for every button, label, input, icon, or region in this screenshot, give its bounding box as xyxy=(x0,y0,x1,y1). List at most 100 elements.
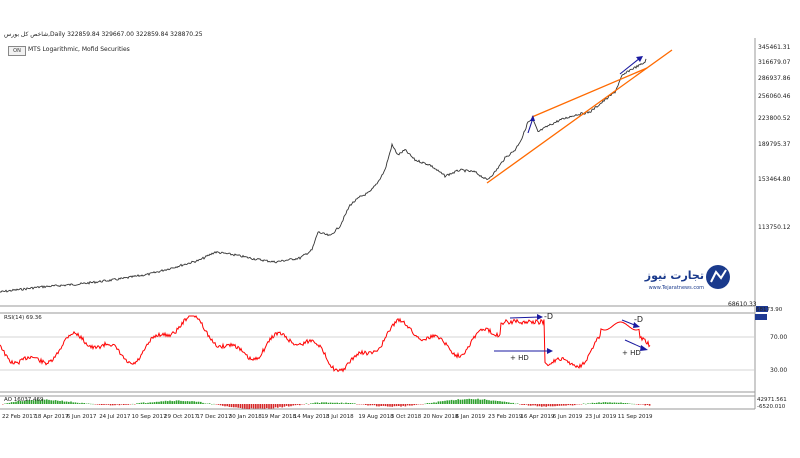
ao-bar xyxy=(283,404,286,407)
ao-bar xyxy=(512,402,514,404)
ao-bar xyxy=(365,404,367,405)
ao-bar xyxy=(404,404,407,407)
ao-bar xyxy=(624,403,627,404)
price-tick-label: 68173.90 xyxy=(756,307,783,313)
ao-label: AO 16037.469 xyxy=(4,397,44,403)
ao-bar xyxy=(433,402,435,404)
ao-bar xyxy=(28,400,30,404)
ao-bar xyxy=(160,401,162,404)
ao-bar xyxy=(593,403,596,404)
ao-tick-top: 42971.561 xyxy=(757,397,787,403)
ao-bar xyxy=(156,401,158,404)
x-axis-label: 18 Apr 2017 xyxy=(34,414,69,420)
indicator-toggle-button[interactable]: ON xyxy=(8,46,26,56)
ao-bar xyxy=(613,402,616,404)
logo-title: تجارت نیوز xyxy=(644,269,704,282)
ao-bar xyxy=(354,403,356,404)
ao-bar xyxy=(316,402,319,404)
ao-bar xyxy=(24,400,26,404)
price-tick-label: 345461.31 xyxy=(758,44,791,51)
ao-bar xyxy=(486,399,488,404)
ao-bar xyxy=(76,402,79,404)
x-axis-label: 16 Apr 2019 xyxy=(520,414,555,420)
upper-trendline[interactable] xyxy=(531,67,648,118)
x-axis-label: 6 Jun 2019 xyxy=(553,414,583,420)
rsi-label: RSI(14) 69.36 xyxy=(4,315,42,321)
ao-bar xyxy=(288,404,290,407)
ao-bar xyxy=(461,399,464,404)
ao-bar xyxy=(32,400,35,404)
ao-bar xyxy=(323,402,325,404)
ao-bar xyxy=(380,404,382,406)
price-tick-label: 286937.86 xyxy=(758,75,791,82)
ao-bar xyxy=(448,400,451,404)
ao-bar xyxy=(83,403,85,404)
ao-bar xyxy=(547,404,550,407)
ao-tick-bottom: -6520.010 xyxy=(757,404,786,410)
ao-bar xyxy=(402,404,404,406)
ao-bar xyxy=(367,404,369,406)
ao-bar xyxy=(41,399,44,404)
x-axis-label: 11 Sep 2019 xyxy=(618,414,653,420)
ao-bar xyxy=(112,404,114,406)
ao-bar xyxy=(475,399,477,404)
ao-bar xyxy=(362,404,365,405)
lower-trendline[interactable] xyxy=(486,49,673,184)
ao-bar xyxy=(310,403,312,404)
ao-bar xyxy=(376,404,378,407)
ao-bar xyxy=(499,401,501,404)
ao-bar xyxy=(200,401,202,404)
ao-bar xyxy=(191,401,193,404)
ao-bar xyxy=(373,404,376,406)
ao-bar xyxy=(294,404,297,406)
ao-bar xyxy=(285,404,288,406)
ao-bar xyxy=(17,400,19,404)
ao-bar xyxy=(239,404,242,408)
x-axis-label: 6 Jan 2019 xyxy=(456,414,486,420)
x-axis-label: 19 Mar 2018 xyxy=(261,414,296,420)
ao-bar xyxy=(153,402,156,404)
ao-bar xyxy=(321,402,323,404)
ao-bar xyxy=(378,404,380,407)
price-tick-label: 68610.33 xyxy=(728,301,757,308)
ao-bar xyxy=(259,404,261,409)
ao-bar xyxy=(186,401,189,404)
ao-histogram xyxy=(2,398,651,410)
ao-bar xyxy=(477,398,479,404)
ao-bar xyxy=(195,401,198,404)
ao-bar xyxy=(349,403,352,404)
ao-bar xyxy=(415,404,418,405)
ao-bar xyxy=(387,404,389,407)
x-axis-label: 19 Aug 2018 xyxy=(358,414,394,420)
ao-bar xyxy=(543,404,545,407)
ao-bar xyxy=(453,400,455,404)
ao-bar xyxy=(351,403,354,404)
ao-bar xyxy=(248,404,250,410)
ao-bar xyxy=(560,404,563,406)
ao-bar xyxy=(182,401,184,404)
ao-bar xyxy=(510,402,512,404)
rsi-arrow-d1 xyxy=(509,314,543,320)
ao-bar xyxy=(334,402,336,404)
ao-bar xyxy=(347,403,349,404)
ao-bar xyxy=(48,399,50,404)
rsi-annotation-hd1: + HD xyxy=(510,354,529,362)
ao-bar xyxy=(589,403,591,404)
ao-bar xyxy=(604,402,607,404)
ao-bar xyxy=(101,404,103,405)
ao-bar xyxy=(530,404,532,406)
ao-bar xyxy=(569,404,572,406)
ao-bar xyxy=(162,401,165,404)
ao-bar xyxy=(272,404,275,409)
ao-bar xyxy=(563,404,565,406)
ao-bar xyxy=(145,403,147,404)
ao-bar xyxy=(136,403,138,404)
ao-bar xyxy=(598,402,600,404)
x-axis-label: 29 Oct 2017 xyxy=(164,414,199,420)
ao-bar xyxy=(470,399,473,404)
ao-bar xyxy=(219,404,222,406)
ao-bar xyxy=(607,402,609,404)
price-tick-label: 153464.80 xyxy=(758,176,791,183)
ao-bar xyxy=(431,402,433,404)
